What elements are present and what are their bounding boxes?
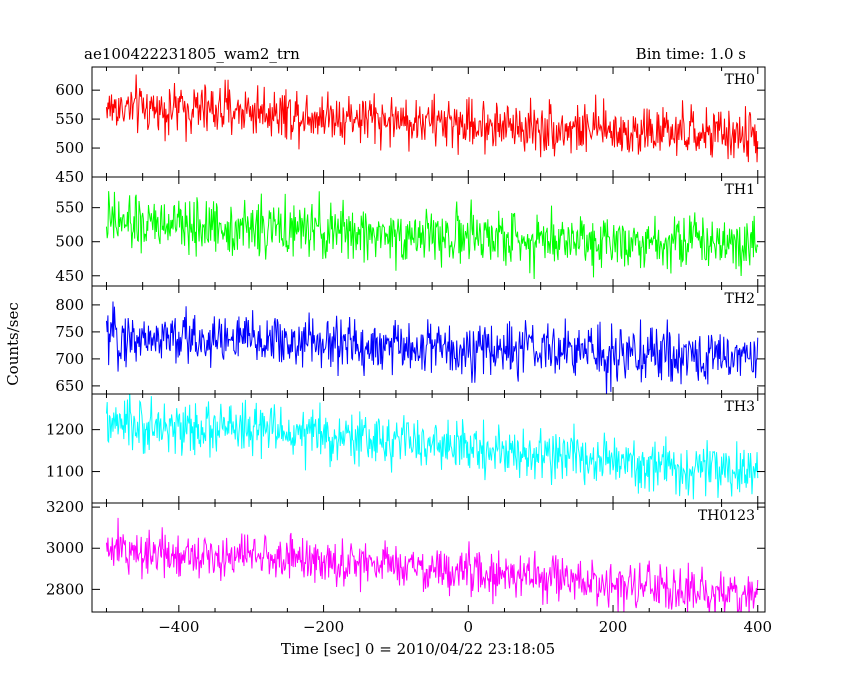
x-axis-title: Time [sec] 0 = 2010/04/22 23:18:05 [281,640,555,658]
y-tick-label: 750 [55,323,84,341]
series-line-th0123 [105,517,759,612]
x-tick-label: 400 [743,618,772,636]
panel-label-th2: TH2 [725,291,755,307]
y-tick-label: 700 [55,350,84,368]
panel-th3: 1100 1200 TH3 [46,393,766,504]
y-tick-label: 2800 [46,580,84,598]
y-tick-label: 600 [55,81,84,99]
y-tick-label: 800 [55,296,84,314]
chart-title-left: ae100422231805_wam2_trn [84,45,300,63]
y-tick-label: 450 [55,168,84,186]
x-tick-label: 0 [464,618,474,636]
y-tick-label: 550 [55,110,84,128]
series-line-th2 [105,301,759,394]
panel-label-th1: TH1 [725,182,755,198]
x-tick-label: −200 [303,618,344,636]
panel-th0123: 2800 3000 3200 TH0123 [46,498,766,613]
panel-label-th3: TH3 [725,399,755,415]
chart-title-right: Bin time: 1.0 s [636,45,746,63]
x-tick-label: 200 [599,618,628,636]
panels: 450 500 550 600 TH0 450 500 550 TH1 650 700 750 800 T… [46,66,766,613]
y-tick-label: 3200 [46,498,84,516]
y-tick-label: 450 [55,267,84,285]
series-line-th0 [105,74,759,163]
x-axis: −400 −200 0 200 400 [158,618,772,636]
panel-th0: 450 500 550 600 TH0 [55,66,766,186]
y-tick-label: 650 [55,377,84,395]
y-tick-label: 500 [55,233,84,251]
y-tick-label: 3000 [46,539,84,557]
y-tick-label: 1200 [46,421,84,439]
panel-label-th0123: TH0123 [698,508,755,524]
series-line-th1 [105,191,759,280]
y-tick-label: 1100 [46,463,84,481]
series-line-th3 [105,394,759,500]
y-axis-title: Counts/sec [4,302,22,386]
panel-th2: 650 700 750 800 TH2 [55,285,766,395]
y-tick-label: 500 [55,139,84,157]
panel-label-th0: TH0 [725,72,755,88]
panel-th1: 450 500 550 TH1 [55,176,766,287]
x-tick-label: −400 [158,618,199,636]
panel-frame [91,502,766,613]
y-tick-label: 550 [55,199,84,217]
